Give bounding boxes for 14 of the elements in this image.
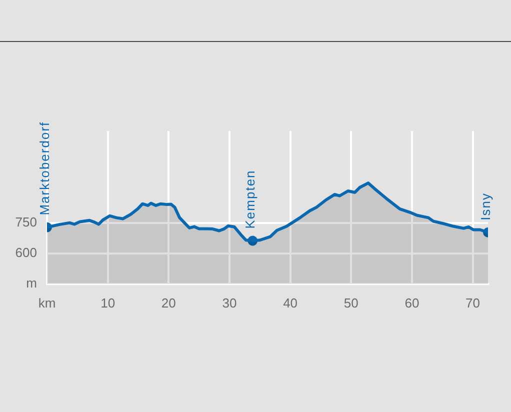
x-tick-label: 70 <box>466 295 480 310</box>
x-tick-label: 50 <box>344 295 358 310</box>
x-tick-label: 30 <box>222 295 237 310</box>
x-tick-label: 10 <box>100 295 116 310</box>
x-tick-label: km <box>38 295 56 310</box>
annotation: Marktoberdorf <box>37 121 52 216</box>
annotation: Kempten <box>242 170 258 229</box>
y-tick-label: m <box>26 276 37 291</box>
x-tick-label: 40 <box>283 295 298 310</box>
x-tick-label: 60 <box>404 295 420 310</box>
y-tick-label: 750 <box>15 214 37 230</box>
y-tick-label: 600 <box>15 244 37 260</box>
annotation: Isny <box>478 192 494 220</box>
x-tick-label: 20 <box>161 295 176 310</box>
